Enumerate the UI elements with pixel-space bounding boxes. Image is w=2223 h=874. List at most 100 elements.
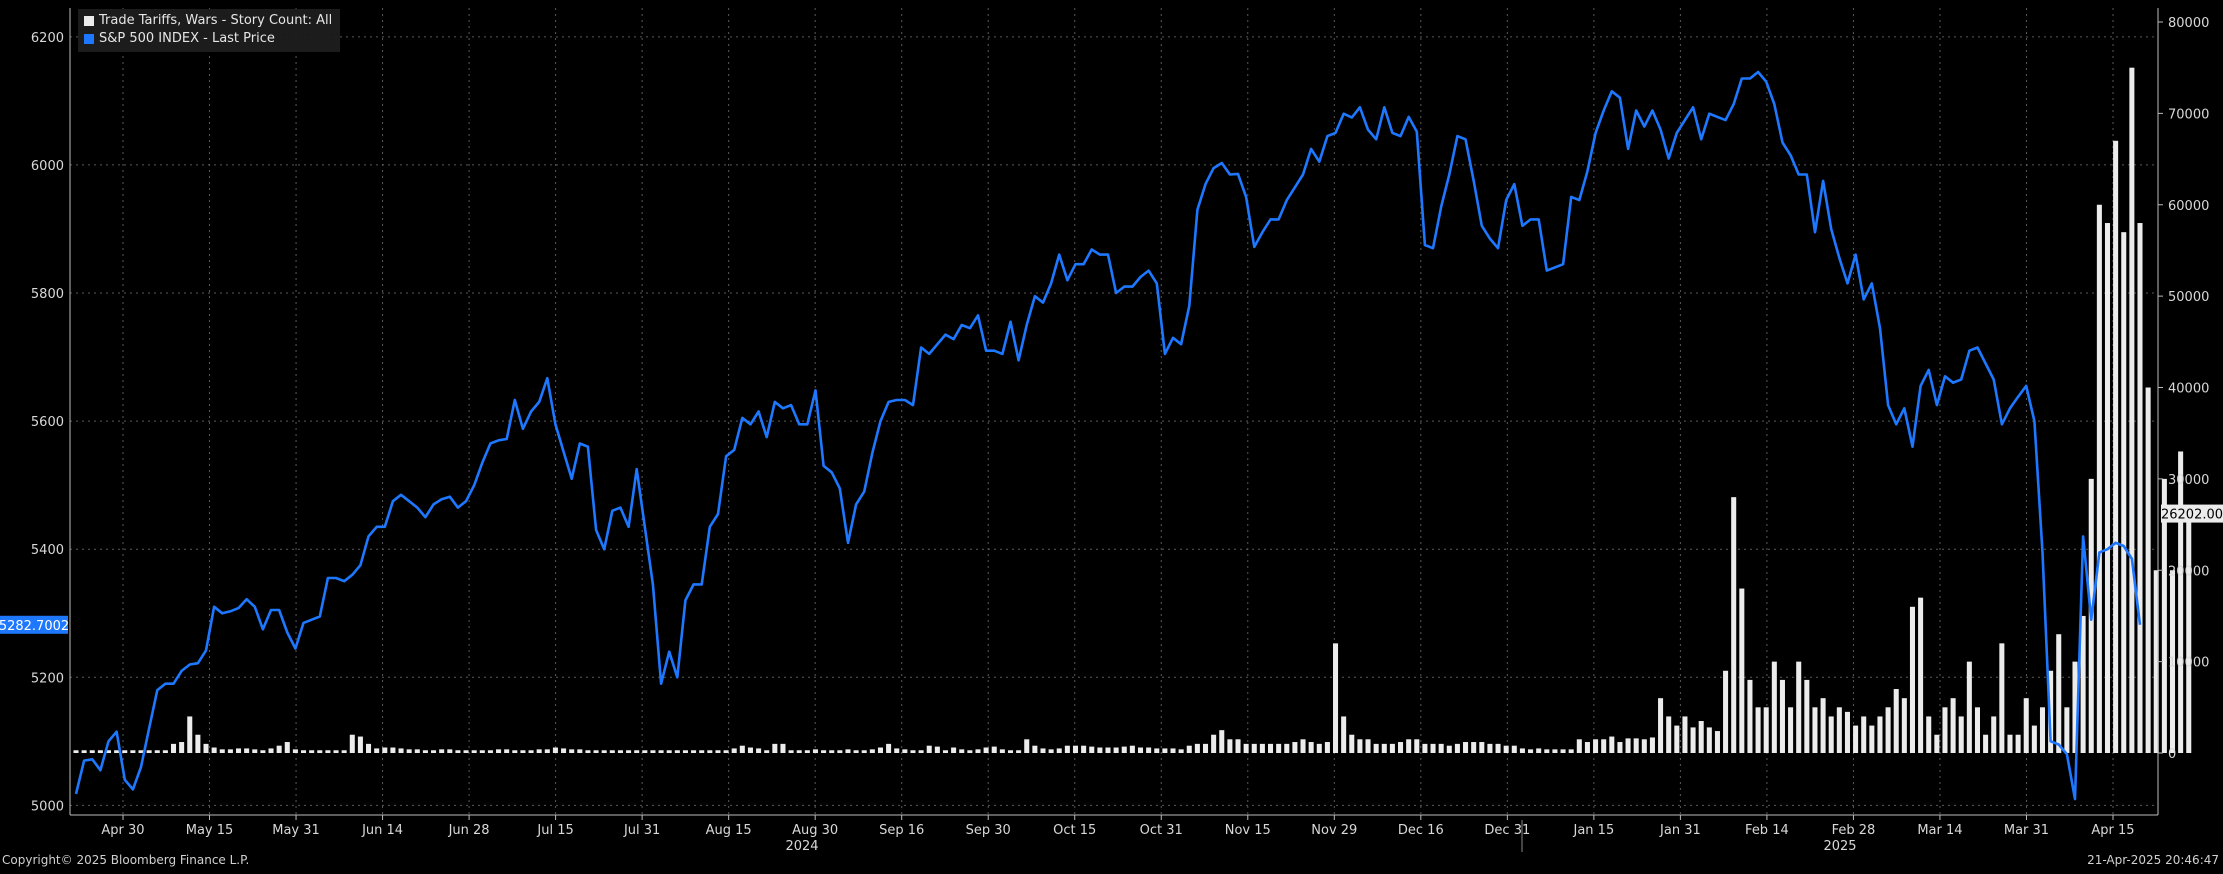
story-count-bar — [1170, 748, 1176, 753]
story-count-bar — [244, 748, 250, 753]
story-count-bar — [1495, 743, 1501, 753]
story-count-bar — [1958, 716, 1964, 753]
story-count-bar — [1706, 727, 1712, 753]
story-count-bar — [1324, 742, 1330, 753]
story-count-bar — [1804, 679, 1810, 753]
story-count-bar — [2129, 67, 2135, 753]
story-count-bar — [642, 750, 648, 753]
story-count-bar — [699, 750, 705, 753]
story-count-bar — [1991, 716, 1997, 753]
x-tick-label: Nov 15 — [1225, 823, 1271, 838]
story-count-bar — [1918, 597, 1924, 753]
story-count-bar — [170, 743, 177, 753]
story-count-bar — [81, 750, 87, 753]
x-tick-label: Mar 14 — [1917, 823, 1962, 838]
story-count-bar — [382, 747, 388, 753]
story-count-bar — [910, 750, 916, 753]
story-count-bar — [1763, 707, 1769, 753]
tick-labels: 5000 5200 5400 5600 5800 6000 6200 0 10000 20000 3… — [31, 16, 2209, 854]
story-count-bar — [1235, 739, 1241, 753]
story-count-bar — [1698, 721, 1704, 753]
story-count-bar — [1446, 745, 1452, 753]
story-count-bar — [1251, 743, 1257, 753]
story-count-bar — [780, 743, 786, 753]
story-count-bar — [1519, 748, 1525, 753]
legend-label-spx: S&P 500 INDEX - Last Price — [99, 31, 275, 46]
story-count-bar — [967, 750, 973, 753]
story-count-bar — [934, 746, 940, 753]
right-tick-label: 0 — [2168, 747, 2176, 762]
story-count-bar — [463, 750, 469, 753]
story-count-bar — [577, 749, 583, 753]
story-count-bar — [2023, 698, 2029, 753]
left-tick-label: 6000 — [31, 159, 64, 174]
story-count-bars — [73, 67, 2192, 754]
story-count-bar — [975, 749, 981, 753]
story-count-bar — [439, 749, 445, 753]
x-tick-label: Dec 31 — [1484, 823, 1530, 838]
story-count-bar — [2104, 223, 2111, 753]
x-tick-label: Apr 30 — [101, 823, 144, 838]
story-count-bar — [593, 750, 599, 753]
story-count-bar — [154, 750, 160, 753]
story-count-bar — [1877, 716, 1883, 753]
story-count-bar — [1024, 739, 1030, 753]
story-count-bar — [1349, 734, 1355, 753]
story-count-bar — [520, 750, 526, 753]
story-count-bar — [764, 750, 770, 753]
story-count-bar — [1568, 749, 1574, 753]
x-tick-label: May 15 — [186, 823, 234, 838]
story-count-bar — [1788, 707, 1794, 753]
story-count-bar — [585, 750, 591, 753]
story-count-bar — [1934, 734, 1940, 753]
right-tick-label: 50000 — [2168, 290, 2209, 305]
story-count-bar — [1146, 747, 1152, 753]
story-count-bar — [1731, 497, 1737, 753]
story-count-bar — [918, 750, 924, 753]
story-count-bar — [1609, 736, 1615, 753]
story-count-bar — [804, 750, 810, 753]
story-count-bar — [1503, 745, 1509, 753]
story-count-bar — [1243, 743, 1249, 753]
story-count-bar — [1007, 750, 1014, 753]
story-count-bar — [1771, 661, 1777, 753]
story-count-bar — [1893, 689, 1899, 753]
x-tick-label: Aug 30 — [792, 823, 838, 838]
legend-item-story-count: Trade Tariffs, Wars - Story Count: All — [84, 12, 332, 30]
x-tick-label: Apr 15 — [2091, 823, 2134, 838]
story-count-bar — [1219, 730, 1225, 753]
story-count-bar — [1682, 716, 1688, 753]
story-count-bar — [959, 749, 965, 753]
story-count-bar — [723, 750, 729, 753]
story-count-bar — [1081, 745, 1087, 753]
story-count-bar — [455, 750, 461, 753]
spx-last-value-tag — [0, 615, 68, 634]
story-count-bar — [536, 749, 542, 753]
story-count-bar — [617, 750, 623, 753]
story-count-bar — [869, 749, 875, 753]
story-count-bar — [1901, 698, 1907, 753]
story-count-bar — [894, 748, 900, 753]
x-tick-label: Sep 16 — [879, 823, 924, 838]
story-count-bar — [1552, 749, 1558, 753]
story-count-bar — [162, 750, 168, 753]
x-tick-label: Jan 31 — [1659, 823, 1701, 838]
story-count-bar — [601, 750, 607, 753]
story-count-bar — [357, 736, 363, 753]
story-count-bar — [1544, 749, 1550, 753]
story-count-bar — [2169, 570, 2176, 753]
story-count-bar — [187, 716, 193, 753]
last-value-tags: 5282.7002 26202.00 — [0, 504, 2223, 634]
story-count-bar — [105, 750, 112, 753]
x-tick-label: Jun 28 — [448, 823, 490, 838]
story-count-bar — [2064, 707, 2070, 753]
story-count-bar — [2056, 634, 2062, 753]
x-tick-label: Mar 31 — [2004, 823, 2049, 838]
story-count-bar — [731, 748, 737, 753]
story-count-bar — [2121, 232, 2127, 754]
story-count-bar — [2186, 513, 2192, 753]
story-count-bar — [1422, 743, 1428, 753]
x-tick-label: Sep 30 — [966, 823, 1011, 838]
story-count-bar — [130, 750, 136, 753]
